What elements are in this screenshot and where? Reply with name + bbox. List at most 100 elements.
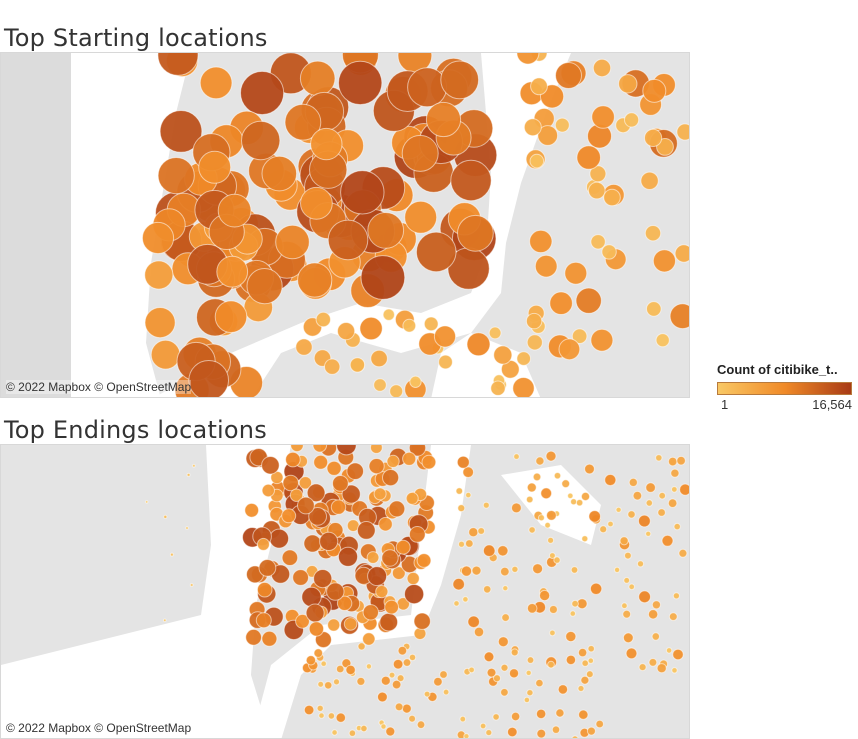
start-station-marker[interactable] bbox=[407, 67, 448, 108]
end-station-marker[interactable] bbox=[343, 617, 358, 631]
start-station-marker[interactable] bbox=[150, 339, 181, 370]
start-station-marker[interactable] bbox=[188, 360, 229, 399]
end-station-marker[interactable] bbox=[416, 553, 432, 568]
end-station-marker[interactable] bbox=[567, 492, 574, 499]
start-station-marker[interactable] bbox=[367, 212, 405, 249]
start-station-marker[interactable] bbox=[564, 261, 588, 285]
end-station-marker[interactable] bbox=[392, 658, 404, 670]
end-station-marker[interactable] bbox=[303, 534, 322, 553]
end-station-marker[interactable] bbox=[525, 669, 532, 676]
start-station-marker[interactable] bbox=[199, 66, 233, 100]
end-station-marker[interactable] bbox=[405, 491, 419, 505]
end-station-marker[interactable] bbox=[380, 723, 387, 730]
end-station-marker[interactable] bbox=[570, 566, 579, 574]
end-station-marker[interactable] bbox=[507, 726, 518, 738]
start-station-marker[interactable] bbox=[299, 60, 336, 97]
end-station-marker[interactable] bbox=[595, 719, 605, 729]
end-station-marker[interactable] bbox=[551, 725, 561, 734]
end-station-marker[interactable] bbox=[621, 602, 628, 609]
start-station-marker[interactable] bbox=[338, 60, 383, 106]
end-station-marker[interactable] bbox=[486, 667, 497, 678]
start-station-marker[interactable] bbox=[310, 127, 343, 161]
map-attribution[interactable]: © 2022 Mapbox © OpenStreetMap bbox=[6, 721, 192, 735]
end-station-marker[interactable] bbox=[532, 563, 544, 575]
end-station-marker[interactable] bbox=[439, 670, 448, 679]
end-station-marker[interactable] bbox=[388, 500, 406, 518]
end-station-marker[interactable] bbox=[305, 655, 317, 666]
end-station-marker[interactable] bbox=[561, 479, 571, 489]
end-station-marker[interactable] bbox=[306, 483, 326, 503]
end-station-marker[interactable] bbox=[569, 610, 576, 617]
end-station-marker[interactable] bbox=[357, 642, 366, 651]
end-station-marker[interactable] bbox=[581, 535, 589, 543]
end-station-marker[interactable] bbox=[458, 540, 465, 548]
start-station-marker[interactable] bbox=[340, 170, 385, 215]
end-station-marker[interactable] bbox=[333, 678, 340, 686]
end-station-marker[interactable] bbox=[269, 528, 290, 549]
end-station-marker[interactable] bbox=[388, 671, 396, 679]
start-station-marker[interactable] bbox=[246, 268, 283, 305]
end-station-marker[interactable] bbox=[532, 472, 542, 482]
end-station-marker[interactable] bbox=[298, 476, 313, 490]
end-station-marker[interactable] bbox=[413, 612, 431, 630]
start-station-marker[interactable] bbox=[315, 311, 331, 328]
end-station-marker[interactable] bbox=[192, 463, 196, 468]
end-station-marker[interactable] bbox=[565, 630, 577, 643]
start-station-marker[interactable] bbox=[640, 171, 659, 191]
start-station-marker[interactable] bbox=[601, 244, 617, 260]
start-station-marker[interactable] bbox=[618, 74, 638, 94]
end-station-marker[interactable] bbox=[303, 704, 315, 716]
end-station-marker[interactable] bbox=[575, 499, 584, 507]
start-station-marker[interactable] bbox=[327, 219, 369, 261]
end-station-marker[interactable] bbox=[391, 679, 402, 690]
end-station-marker[interactable] bbox=[385, 726, 396, 737]
end-station-marker[interactable] bbox=[244, 502, 260, 518]
start-station-marker[interactable] bbox=[603, 188, 621, 207]
start-station-marker[interactable] bbox=[591, 105, 615, 129]
end-station-marker[interactable] bbox=[500, 663, 509, 672]
end-station-marker[interactable] bbox=[145, 500, 149, 504]
end-station-marker[interactable] bbox=[433, 676, 443, 687]
end-station-marker[interactable] bbox=[673, 522, 681, 531]
end-station-marker[interactable] bbox=[615, 506, 622, 513]
start-station-marker[interactable] bbox=[337, 322, 356, 341]
end-station-marker[interactable] bbox=[282, 474, 300, 492]
end-station-marker[interactable] bbox=[546, 510, 557, 521]
start-station-marker[interactable] bbox=[529, 229, 553, 254]
end-station-marker[interactable] bbox=[255, 612, 272, 629]
end-station-marker[interactable] bbox=[638, 663, 647, 672]
end-station-marker[interactable] bbox=[408, 526, 426, 543]
end-station-marker[interactable] bbox=[540, 487, 553, 500]
end-station-marker[interactable] bbox=[479, 722, 487, 730]
end-station-marker[interactable] bbox=[313, 454, 329, 470]
end-station-marker[interactable] bbox=[525, 495, 534, 504]
end-station-marker[interactable] bbox=[346, 462, 365, 481]
end-station-marker[interactable] bbox=[482, 501, 490, 509]
end-station-marker[interactable] bbox=[607, 520, 614, 528]
end-station-marker[interactable] bbox=[396, 674, 405, 683]
start-station-marker[interactable] bbox=[217, 193, 252, 228]
start-station-marker[interactable] bbox=[590, 234, 606, 250]
start-station-marker[interactable] bbox=[297, 262, 333, 298]
end-station-marker[interactable] bbox=[577, 685, 585, 692]
start-station-marker[interactable] bbox=[389, 384, 404, 398]
start-station-marker[interactable] bbox=[644, 128, 663, 148]
start-station-marker[interactable] bbox=[360, 255, 406, 300]
end-station-marker[interactable] bbox=[421, 454, 437, 470]
end-station-marker[interactable] bbox=[585, 670, 594, 679]
end-station-marker[interactable] bbox=[381, 549, 399, 567]
end-station-marker[interactable] bbox=[553, 472, 562, 480]
start-station-marker[interactable] bbox=[425, 101, 462, 138]
end-station-marker[interactable] bbox=[539, 589, 551, 602]
end-station-marker[interactable] bbox=[292, 569, 310, 586]
end-station-marker[interactable] bbox=[330, 499, 347, 515]
end-station-marker[interactable] bbox=[463, 733, 470, 739]
end-station-marker[interactable] bbox=[638, 590, 651, 604]
start-station-marker[interactable] bbox=[589, 165, 607, 183]
end-station-marker[interactable] bbox=[416, 720, 426, 730]
start-station-marker[interactable] bbox=[144, 307, 176, 339]
end-station-marker[interactable] bbox=[423, 690, 431, 698]
start-station-marker[interactable] bbox=[261, 155, 298, 192]
start-station-marker[interactable] bbox=[423, 316, 439, 332]
end-station-marker[interactable] bbox=[378, 516, 393, 532]
